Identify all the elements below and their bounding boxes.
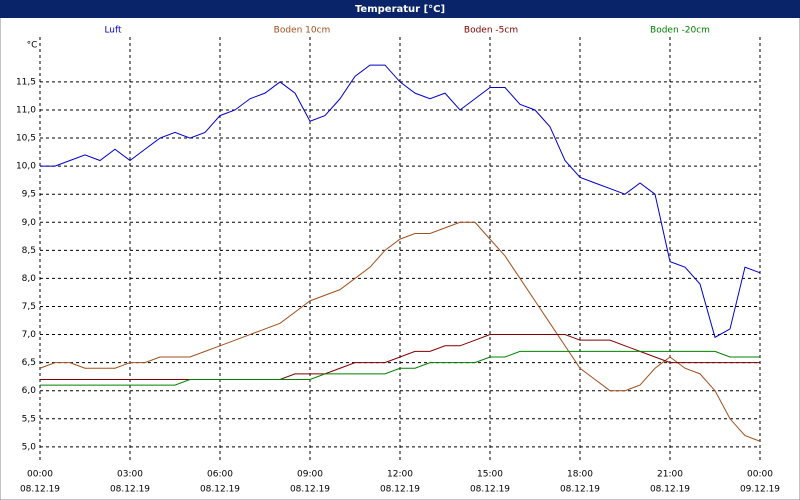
x-tick-label: 18:00 <box>567 470 593 480</box>
title-bar <box>0 0 800 18</box>
x-tick-date: 08.12.19 <box>110 485 150 495</box>
legend-entry: Boden 10cm <box>274 26 331 36</box>
x-tick-label: 21:00 <box>657 470 683 480</box>
series-line <box>40 350 760 386</box>
y-tick-label: 5,5 <box>22 414 36 424</box>
x-tick-date: 09.12.19 <box>740 485 780 495</box>
series-line <box>39 221 761 442</box>
y-tick-label: 7,0 <box>22 330 37 340</box>
series-line <box>40 64 761 339</box>
x-tick-label: 15:00 <box>477 470 503 480</box>
y-tick-label: 8,5 <box>22 246 36 256</box>
y-tick-label: 11,5 <box>16 77 36 87</box>
x-tick-date: 08.12.19 <box>290 485 330 495</box>
y-tick-label: 6,0 <box>22 386 37 396</box>
y-tick-label: 7,5 <box>22 302 36 312</box>
x-tick-label: 00:00 <box>27 470 53 480</box>
x-tick-label: 06:00 <box>207 470 233 480</box>
y-tick-label: 5,0 <box>22 442 37 452</box>
y-tick-label: 9,5 <box>22 190 36 200</box>
y-tick-label: 9,0 <box>22 218 37 228</box>
x-tick-label: 03:00 <box>117 470 143 480</box>
x-tick-date: 08.12.19 <box>200 485 240 495</box>
chart-title: Temperatur [°C] <box>355 4 445 15</box>
y-tick-label: 10,0 <box>16 162 36 172</box>
x-tick-date: 08.12.19 <box>650 485 690 495</box>
x-tick-date: 08.12.19 <box>560 485 600 495</box>
legend-entry: Boden -5cm <box>464 26 518 36</box>
y-tick-label: 6,5 <box>22 358 36 368</box>
x-tick-label: 09:00 <box>297 470 323 480</box>
y-tick-label: 10,5 <box>16 134 36 144</box>
legend-entry: Luft <box>104 26 122 36</box>
x-tick-date: 08.12.19 <box>380 485 420 495</box>
y-tick-label: 11,0 <box>16 105 36 115</box>
legend-entry: Boden -20cm <box>650 26 710 36</box>
x-tick-date: 08.12.19 <box>470 485 510 495</box>
y-unit: °C <box>27 41 38 51</box>
x-tick-label: 00:00 <box>747 470 773 480</box>
x-tick-label: 12:00 <box>387 470 413 480</box>
y-tick-label: 8,0 <box>22 274 37 284</box>
x-tick-date: 08.12.19 <box>20 485 60 495</box>
